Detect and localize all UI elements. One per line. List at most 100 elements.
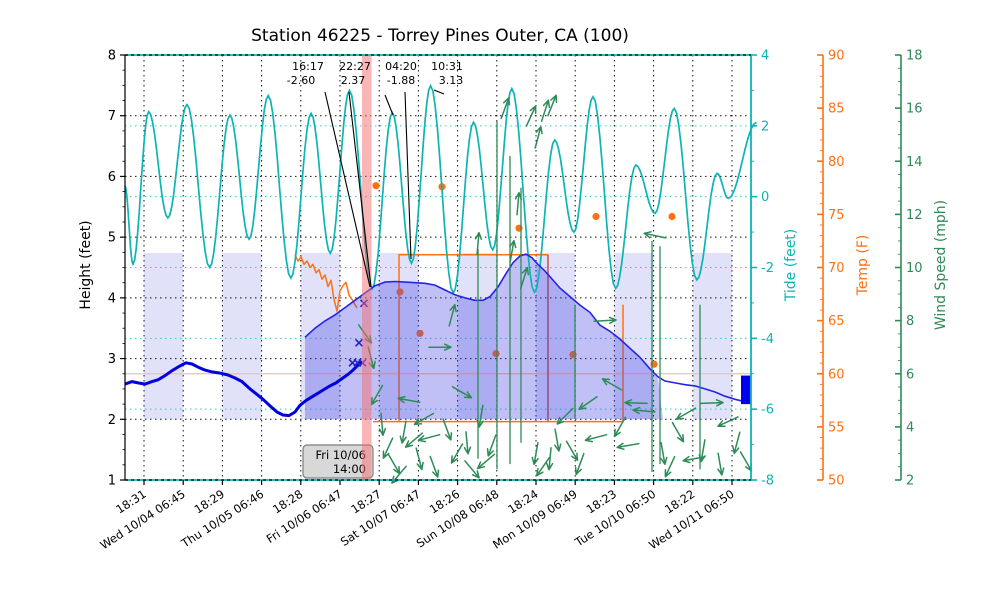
tide-tick-label: 0 — [761, 190, 769, 205]
wind-arrow — [535, 456, 551, 477]
annotation-callout-line — [384, 94, 394, 116]
annotation-callout-line — [348, 91, 372, 288]
wind-arrow — [519, 266, 530, 290]
tide-tick-label: -4 — [761, 332, 774, 347]
wind-arrow — [370, 384, 384, 406]
height-tick-label: 1 — [108, 474, 116, 489]
wind-arrow — [556, 407, 574, 425]
tide-event-value: 3.13 — [439, 74, 464, 87]
annotation-callout-line — [324, 91, 371, 288]
height-tick-label: 7 — [108, 109, 116, 124]
wind-arrow — [525, 105, 537, 127]
tide-tick-label: 2 — [761, 119, 769, 134]
height-tick-label: 5 — [108, 231, 116, 246]
temp-forecast-dot — [416, 329, 424, 337]
night-band — [457, 252, 497, 420]
tide-tick-label: -6 — [761, 403, 774, 418]
wind-arrow — [660, 441, 668, 466]
tide-tick-label: -8 — [761, 474, 774, 489]
wind-arrow — [404, 432, 424, 448]
wind-arrow — [578, 395, 598, 411]
night-band — [614, 252, 654, 420]
wind-arrow — [397, 395, 421, 404]
wind-arrow — [531, 441, 539, 466]
temp-forecast-dot — [396, 288, 404, 296]
wave-x-mark — [354, 338, 364, 347]
wind-arrow — [540, 99, 551, 122]
temp-tick-label: 60 — [828, 367, 845, 382]
wind-arrow — [399, 420, 407, 444]
wind-arrow — [675, 407, 697, 420]
wind-arrow — [698, 439, 706, 463]
wind-arrow — [428, 343, 452, 351]
wind-arrow — [565, 440, 579, 462]
temp-forecast-dot — [492, 349, 500, 358]
temp-forecast-dot — [372, 182, 380, 190]
x-tick-label: Fri 10/06 06:47 — [264, 487, 345, 546]
wave-observed-curve — [124, 360, 364, 418]
tooltip-time: 14:00 — [333, 462, 366, 476]
curves — [124, 83, 757, 418]
wind-tick-label: 2 — [906, 474, 914, 489]
wind-arrow — [413, 412, 435, 426]
wind-arrow — [415, 447, 424, 471]
wind-arrow — [476, 453, 496, 470]
wind-arrow — [545, 447, 554, 471]
temp-tick-label: 80 — [828, 155, 845, 170]
wind-arrow — [442, 418, 453, 441]
wind-arrow — [451, 386, 473, 399]
temp-forecast-step — [398, 253, 548, 422]
wind-arrow — [464, 460, 480, 479]
wind-arrow — [700, 399, 724, 407]
temp-tick-label: 85 — [828, 102, 845, 117]
height-tick-label: 3 — [108, 352, 116, 367]
latest-observation-bar — [741, 375, 751, 405]
wind-arrow — [613, 416, 627, 438]
wind-tick-label: 18 — [906, 49, 923, 64]
tide-event-value: -1.88 — [387, 74, 415, 87]
wind-tick-label: 6 — [906, 367, 914, 382]
wind-arrow — [500, 97, 511, 120]
tooltip-date: Fri 10/06 — [316, 448, 367, 462]
now-marker-band — [362, 55, 372, 480]
annotation-callout-line — [404, 91, 412, 260]
wind-tick-label: 4 — [906, 420, 914, 435]
wind-arrow — [547, 94, 558, 117]
wind-arrow — [417, 433, 441, 443]
wind-arrow — [429, 455, 440, 478]
wind-arrow — [463, 431, 472, 455]
temp-tick-label: 65 — [828, 314, 845, 329]
tide-event-time: 22:27 — [339, 60, 371, 73]
wind-arrow — [476, 404, 484, 428]
temp-tick-label: 50 — [828, 474, 845, 489]
wind-tick-label: 8 — [906, 314, 914, 329]
wind-arrow — [574, 452, 585, 476]
wind-arrow — [486, 434, 497, 457]
wind-arrow — [514, 192, 523, 216]
height-tick-label: 2 — [108, 413, 116, 428]
height-tick-label: 6 — [108, 170, 116, 185]
wind-arrow — [671, 421, 685, 443]
tooltip-box — [302, 444, 374, 479]
wind-arrow — [643, 231, 667, 239]
wind-tick-label: 12 — [906, 208, 923, 223]
forecast-fill — [305, 254, 663, 420]
now-band — [362, 55, 372, 480]
wind-arrow — [534, 125, 543, 149]
tide-event-time: 10:31 — [431, 60, 463, 73]
tide-event-value: -2.60 — [287, 74, 315, 87]
wind-arrow — [632, 406, 656, 415]
night-band — [536, 252, 576, 420]
temp-forecast-dot — [592, 212, 600, 221]
annotation-callout-line — [433, 89, 445, 95]
wind-arrow — [624, 399, 648, 407]
plot-frame — [124, 54, 752, 481]
wave-forecast-curve — [304, 253, 752, 404]
wave-forecast-fill — [305, 254, 663, 420]
tide-event-time: 04:20 — [385, 60, 417, 73]
tide-event-time: 16:17 — [292, 60, 324, 73]
wind-arrow — [378, 412, 387, 436]
tide-extreme-annotations: 16:17-2.60 22:272.37 04:20-1.88 10:313.13 — [287, 60, 464, 288]
